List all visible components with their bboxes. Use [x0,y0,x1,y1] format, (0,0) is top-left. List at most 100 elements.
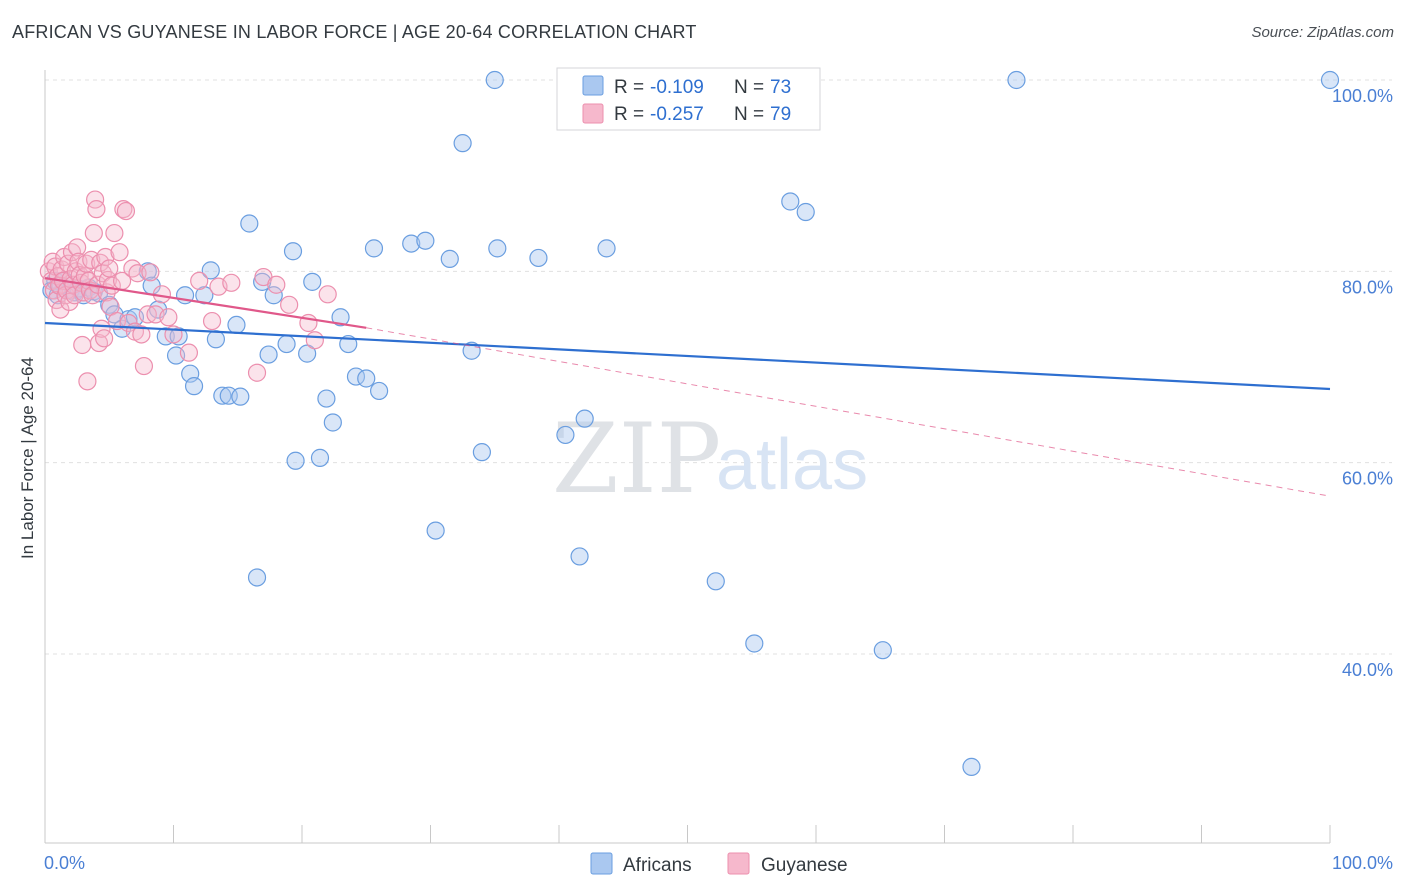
africans-point [364,239,384,258]
legend-guyanese-n-label: N = [734,104,764,125]
y-tick-label: 80.0% [1342,277,1393,297]
africans-point [402,234,421,253]
guyanese-point [96,247,115,267]
series-legend-africans-swatch[interactable] [590,852,613,875]
legend-guyanese-r-value: -0.257 [650,104,704,125]
guyanese-point [247,363,267,382]
africans-point [745,634,764,653]
guyanese-point [84,223,103,243]
africans-point [148,300,168,319]
guyanese-point [110,243,129,262]
africans-point [283,242,303,261]
africans-point [286,451,305,470]
x-tick-label-min: 0.0% [44,853,85,873]
africans-point [370,381,389,401]
africans-point [240,214,259,233]
legend-africans-n-value: 73 [770,77,791,98]
africans-point [472,443,491,462]
guyanese-point [132,325,151,344]
africans-point [781,192,800,211]
guyanese-point [128,264,147,283]
guyanese-point [91,253,110,272]
africans-point [201,261,220,280]
africans-point [485,70,504,90]
africans-point [206,330,226,349]
series-legend-africans-label[interactable]: Africans [623,855,692,876]
guyanese-point [86,190,105,209]
guyanese-point [100,259,119,278]
guyanese-point [83,286,102,305]
africans-point [597,239,616,258]
grid-layer [45,79,1392,655]
africans-point [453,134,472,153]
africans-point [440,249,459,268]
africans-point [227,315,246,335]
guyanese-point [105,223,124,243]
source-label: Source: ZipAtlas.com [1251,24,1394,41]
africans-point [1007,70,1026,90]
guyanese-point [78,372,97,391]
africans-point [426,521,445,540]
guyanese-point [138,305,157,324]
guyanese-point [159,308,178,327]
guyanese-point [68,238,87,257]
africans-point [488,239,507,258]
guyanese-point [107,311,127,331]
africans-point [706,572,725,591]
watermark-atlas: atlas [716,425,868,505]
guyanese-point [114,200,133,219]
watermark-zip: ZIP [552,403,721,515]
guyanese-point [87,200,106,219]
guyanese-point [95,329,114,348]
guyanese-trend-extension [366,327,1331,497]
guyanese-point [134,356,154,376]
guyanese-point [280,295,299,314]
y-tick-label: 40.0% [1342,660,1393,680]
guyanese-point [190,271,209,290]
guyanese-point [318,285,337,304]
y-tick-label: 60.0% [1342,469,1393,489]
africans-point [529,248,548,268]
series-legend: Africans Guyanese [590,852,848,876]
axis-layer: 40.0% 60.0% 80.0% 100.0% 0.0% 100.0% [44,70,1393,873]
guyanese-point [267,275,286,294]
legend-guyanese-r-label: R = [614,104,644,125]
africans-point [213,386,232,405]
africans-point [259,345,278,364]
africans-point [247,568,267,587]
chart-title: AFRICAN VS GUYANESE IN LABOR FORCE | AGE… [12,22,697,42]
guyanese-point [222,273,241,292]
guyanese-point [73,335,92,355]
guyanese-point [305,331,324,350]
africans-point [317,389,336,408]
africans-trend-line [44,321,1331,391]
africans-point [1320,70,1340,90]
africans-point [310,448,330,467]
trend-layer [44,276,1331,497]
africans-point [298,344,317,363]
africans-point [184,377,204,396]
legend-guyanese-swatch[interactable] [582,103,604,124]
series-legend-guyanese-label[interactable]: Guyanese [761,855,848,876]
series-legend-guyanese-swatch[interactable] [727,852,750,875]
africans-point [323,413,342,432]
africans-point [556,425,575,445]
guyanese-point [179,343,199,362]
legend-africans-swatch[interactable] [582,75,604,96]
legend-africans-n-label: N = [734,77,764,98]
legend-africans-r-value: -0.109 [650,77,704,98]
y-tick-label: 100.0% [1332,86,1393,106]
legend-africans-r-label: R = [614,77,644,98]
africans-point [331,308,350,327]
africans-point [570,547,589,566]
africans-point [575,409,594,428]
watermark: ZIP atlas [552,403,868,515]
guyanese-point [116,201,136,221]
guyanese-trend-line [44,276,367,329]
africans-point [357,369,376,388]
africans-point [962,757,981,776]
guyanese-points [39,190,337,391]
africans-point [264,286,283,305]
guyanese-point [202,311,222,331]
